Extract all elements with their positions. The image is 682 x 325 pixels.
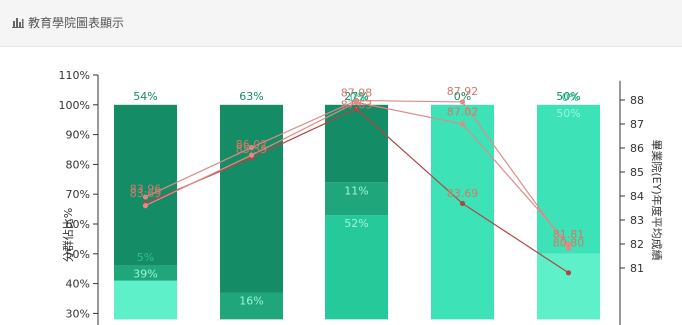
y2-tick-label: 81 — [630, 262, 644, 275]
segment-label: 50% — [556, 107, 580, 120]
y-tick-label: 100% — [59, 99, 90, 112]
point-label: 87.98 — [341, 86, 373, 99]
bar-segment — [325, 215, 388, 320]
segment-label: 5% — [137, 251, 154, 264]
point-label: 87.02 — [447, 106, 479, 119]
segment-label: 16% — [239, 295, 263, 308]
y-tick-label: 60% — [66, 218, 90, 231]
y2-tick-label: 85 — [630, 166, 644, 179]
line-point — [565, 270, 572, 276]
bar-segment — [114, 280, 177, 320]
segment-label: 52% — [344, 217, 368, 230]
line-point — [353, 106, 360, 112]
bar-segment — [114, 104, 177, 266]
bar-segment — [537, 104, 600, 254]
y2-tick-label: 82 — [630, 238, 644, 251]
bar-top-label: 54% — [133, 90, 157, 103]
bar-segment — [537, 253, 600, 320]
point-label: 86.02 — [236, 138, 268, 151]
point-label: 83.69 — [447, 187, 479, 200]
y-tick-label: 70% — [66, 188, 90, 201]
segment-label: 11% — [344, 184, 368, 197]
line-point — [248, 144, 255, 151]
bar-top-label-overlap: 0% — [562, 91, 579, 104]
y-tick-label: 30% — [66, 307, 90, 320]
y2-tick-label: 84 — [630, 190, 644, 203]
panel-title: 教育學院圖表顯示 — [28, 16, 125, 30]
y-tick-label: 40% — [66, 278, 90, 291]
point-label: 87.92 — [447, 85, 479, 98]
bar-segment — [220, 104, 283, 293]
y2-axis-title: 畢業院(EY)年度平均成績 — [650, 139, 664, 260]
point-label: 83.69 — [130, 187, 162, 200]
point-label: 80.80 — [553, 236, 585, 249]
segment-label: 39% — [133, 268, 157, 281]
y-tick-label: 80% — [66, 158, 90, 171]
y-axis-title: 分群佔比% — [61, 208, 75, 262]
y-tick-label: 110% — [59, 69, 90, 82]
bar-top-label: 50% — [556, 90, 580, 103]
bar-top-label: 0% — [454, 90, 471, 103]
y2-tick-label: 86 — [630, 142, 644, 155]
point-label: 81.81 — [553, 228, 585, 241]
bar-top-label: 63% — [239, 90, 263, 103]
bar-segment — [114, 265, 177, 281]
line-point — [142, 203, 149, 209]
line-point — [459, 121, 466, 127]
y2-tick-label: 83 — [630, 214, 644, 227]
bar-chart-icon — [12, 18, 24, 28]
line-point — [565, 241, 572, 247]
line-point — [248, 152, 255, 158]
line-point — [565, 245, 572, 252]
bar-segment — [325, 182, 388, 216]
bar-segment — [220, 292, 283, 320]
point-label: 85.59 — [236, 143, 268, 156]
bar-segment — [431, 104, 494, 320]
line-point — [459, 99, 466, 105]
y2-tick-label: 88 — [630, 94, 644, 107]
bar-segment — [325, 104, 388, 183]
y2-tick-label: 87 — [630, 118, 644, 131]
point-label: 87.63 — [341, 98, 373, 111]
point-label: 83.96 — [130, 182, 162, 195]
y-tick-label: 90% — [66, 129, 90, 142]
line-point — [353, 99, 360, 105]
line-point — [459, 200, 466, 207]
bar-top-label: 27% — [344, 90, 368, 103]
y-tick-label: 50% — [66, 248, 90, 261]
panel-header: 教育學院圖表顯示 — [0, 0, 682, 47]
line-point — [142, 194, 149, 200]
